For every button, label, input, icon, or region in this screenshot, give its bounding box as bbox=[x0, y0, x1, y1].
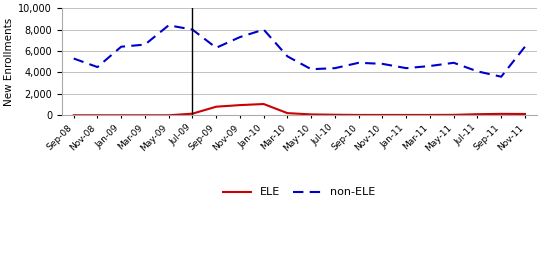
Legend: ELE, non-ELE: ELE, non-ELE bbox=[219, 183, 380, 202]
Y-axis label: New Enrollments: New Enrollments bbox=[4, 18, 14, 106]
